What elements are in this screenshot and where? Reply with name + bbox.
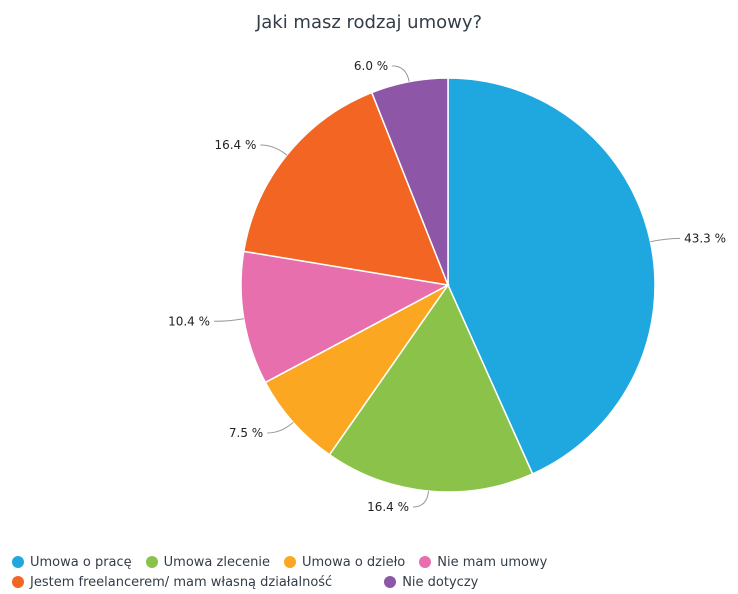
legend-dot-icon: [384, 576, 397, 588]
legend-label: Umowa o dzieło: [301, 554, 406, 570]
pie-slice-6[interactable]: [370, 77, 449, 286]
legend-label: Umowa o pracę: [30, 554, 132, 570]
pie-slice-1[interactable]: [447, 77, 656, 475]
legend-item-3[interactable]: Umowa o dzieło: [283, 554, 406, 570]
chart-title: Jaki masz rodzaj umowy?: [255, 12, 483, 33]
legend-dot-icon: [12, 576, 24, 588]
leader-lines: [213, 65, 681, 508]
pie-slice-3[interactable]: [264, 284, 449, 456]
legend-dot-icon: [145, 556, 158, 568]
legend: Umowa o pracę Umowa zlecenie Umowa o dzieł…: [12, 552, 732, 592]
legend-label: Umowa zlecenie: [163, 554, 270, 570]
slice-labels: 43.3 % 16.4 % 7.5 % 10.4 % 16.4 % 6.0 %: [168, 59, 726, 514]
leader-line-1: [650, 237, 681, 243]
leader-line-2: [412, 491, 429, 508]
legend-item-6[interactable]: Nie dotyczy: [384, 575, 478, 590]
slice-label-1: 43.3 %: [684, 231, 726, 245]
legend-item-1[interactable]: Umowa o pracę: [12, 555, 132, 570]
legend-dot-icon: [419, 556, 432, 568]
slice-label-4: 10.4 %: [168, 314, 210, 328]
legend-label: Jestem freelancerem/ mam własną działaln…: [30, 574, 333, 590]
slice-label-5: 16.4 %: [214, 138, 256, 152]
legend-item-5[interactable]: Jestem freelancerem/ mam własną działaln…: [12, 575, 332, 590]
pie-slices: [240, 77, 656, 493]
pie-slice-2[interactable]: [328, 283, 534, 493]
slice-label-6: 6.0 %: [354, 59, 388, 73]
legend-row: Umowa o pracę Umowa zlecenie Umowa o dzieł…: [12, 552, 732, 572]
legend-item-2[interactable]: Umowa zlecenie: [145, 554, 270, 570]
leader-line-3: [267, 422, 294, 434]
leader-line-5: [260, 144, 288, 156]
legend-dot-icon: [283, 556, 296, 568]
pie-chart: 43.3 % 16.4 % 7.5 % 10.4 % 16.4 % 6.0 %: [168, 59, 726, 514]
legend-label: Nie dotyczy: [402, 574, 479, 590]
legend-label: Nie mam umowy: [437, 554, 548, 570]
slice-label-3: 7.5 %: [229, 426, 263, 440]
leader-line-4: [213, 318, 244, 322]
legend-dot-icon: [12, 556, 24, 568]
slice-label-2: 16.4 %: [367, 500, 409, 514]
leader-line-6: [392, 65, 410, 82]
legend-item-4[interactable]: Nie mam umowy: [419, 555, 547, 570]
legend-row: Jestem freelancerem/ mam własną działaln…: [12, 572, 732, 592]
